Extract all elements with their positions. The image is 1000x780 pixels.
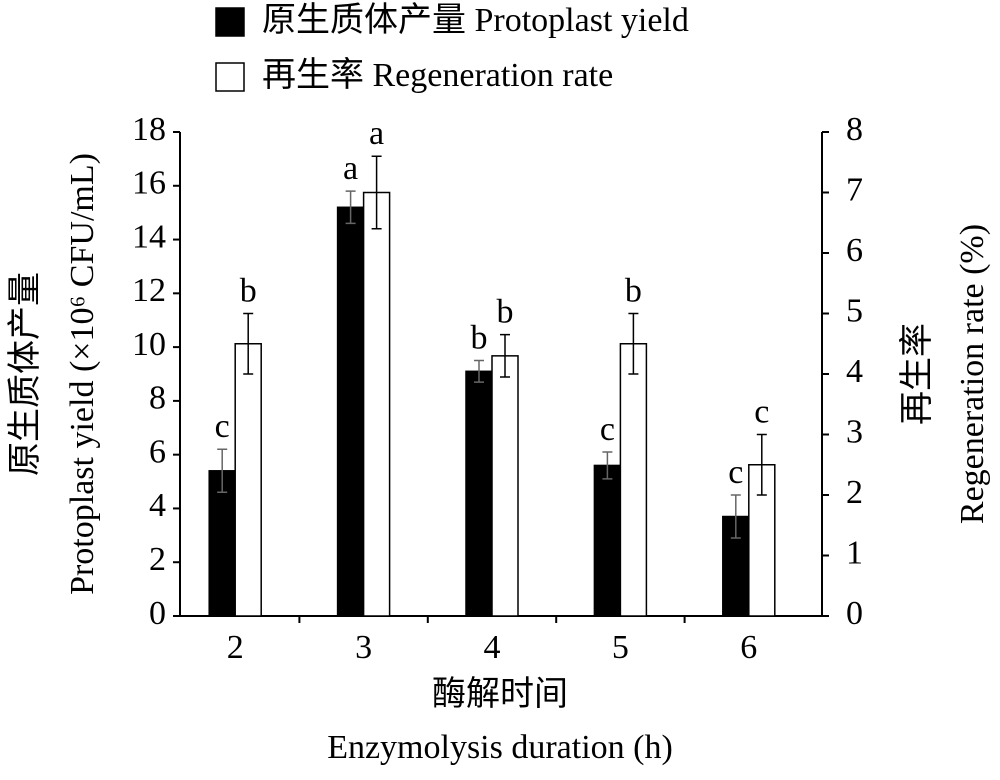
- significance-letter: c: [600, 411, 615, 448]
- error-bar: [217, 448, 228, 494]
- significance-letter: b: [240, 272, 257, 309]
- y-axis-title: Protoplast yield (×10⁶ CFU/mL): [64, 153, 101, 595]
- y-tick-label: 14: [132, 218, 166, 255]
- significance-letter: b: [625, 272, 642, 309]
- error-bar: [500, 333, 510, 378]
- bar: [491, 355, 519, 617]
- error-bar: [345, 190, 356, 225]
- legend-swatch: [215, 7, 245, 37]
- bar: [593, 464, 622, 617]
- y2-axis-title-cn: 再生率: [898, 323, 936, 425]
- significance-letter: c: [754, 393, 769, 430]
- error-bar: [628, 312, 639, 375]
- bar: [336, 206, 365, 617]
- y-tick-label: 0: [149, 595, 166, 632]
- error-bar: [243, 312, 254, 375]
- y-tick-label: 4: [149, 487, 166, 524]
- y2-tick-label: 3: [846, 413, 863, 450]
- bar: [234, 343, 262, 617]
- y-tick-label: 2: [149, 541, 166, 578]
- legend-label: 再生率 Regeneration rate: [262, 56, 613, 94]
- significance-letter: b: [471, 319, 488, 356]
- y-tick-label: 6: [149, 433, 166, 470]
- x-tick-label: 5: [612, 629, 629, 666]
- error-bar: [602, 451, 613, 480]
- y-tick-label: 12: [132, 272, 166, 309]
- significance-letter: c: [215, 408, 230, 445]
- y2-tick-label: 2: [846, 474, 863, 511]
- bar: [465, 370, 493, 617]
- significance-letter: c: [728, 454, 743, 491]
- bar: [619, 343, 648, 617]
- significance-letter: a: [343, 150, 358, 187]
- y-tick-label: 16: [132, 165, 166, 202]
- y2-tick-label: 7: [846, 171, 863, 208]
- x-axis-title-cn: 酶解时间: [432, 675, 568, 713]
- error-bar: [730, 494, 741, 539]
- x-tick-label: 4: [484, 629, 501, 666]
- y2-tick-label: 5: [846, 292, 863, 329]
- bar: [362, 191, 391, 617]
- legend-label: 原生质体产量 Protoplast yield: [262, 1, 689, 39]
- y-tick-label: 10: [132, 326, 166, 363]
- significance-letter: b: [497, 293, 514, 330]
- y-tick-label: 8: [149, 380, 166, 417]
- bar: [208, 470, 236, 617]
- x-tick-label: 3: [355, 629, 372, 666]
- y-tick-label: 18: [132, 111, 166, 148]
- y2-tick-label: 4: [846, 353, 863, 390]
- error-bar: [474, 359, 484, 383]
- legend-swatch: [215, 62, 245, 92]
- error-bar: [756, 433, 767, 496]
- y2-tick-label: 0: [846, 595, 863, 632]
- significance-letter: a: [369, 115, 384, 152]
- x-tick-label: 2: [227, 629, 244, 666]
- y2-tick-label: 1: [846, 534, 863, 571]
- y-axis-title-cn: 原生质体产量: [6, 272, 44, 476]
- y2-tick-label: 6: [846, 232, 863, 269]
- error-bar: [371, 155, 382, 230]
- x-tick-label: 6: [740, 629, 757, 666]
- y2-tick-label: 8: [846, 111, 863, 148]
- y2-axis-title: Regeneration rate (%): [954, 224, 991, 524]
- x-axis-title: Enzymolysis duration (h): [327, 729, 673, 766]
